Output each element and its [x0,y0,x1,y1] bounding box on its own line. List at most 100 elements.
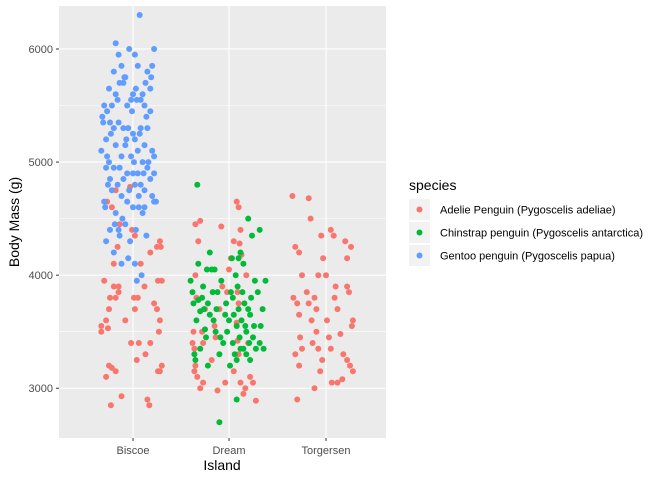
data-point [118,193,125,199]
data-point [136,130,143,137]
data-point [305,195,312,202]
data-point [139,91,146,98]
data-point [106,85,112,92]
data-point [116,221,123,228]
data-point [242,385,249,392]
data-point [212,334,219,341]
data-point [191,345,198,352]
data-point [137,125,144,132]
data-point [233,396,240,403]
data-point [203,266,210,273]
data-point [139,159,146,166]
data-point [128,340,135,346]
data-point [136,12,143,18]
legend-key-point [416,229,423,236]
data-point [131,159,137,166]
data-point [296,311,303,318]
data-point [200,379,207,386]
data-point [299,345,305,352]
data-point [156,317,163,324]
data-point [141,204,148,211]
data-point [141,187,148,194]
data-point [192,362,199,369]
data-point [130,130,136,137]
y-axis-ticks: 3000 4000 5000 6000 [29,44,59,395]
data-point [204,300,211,307]
data-point [103,317,110,324]
data-point [122,142,129,149]
y-tick-label: 6000 [29,44,53,56]
data-point [98,328,105,335]
data-point [299,272,305,279]
data-point [143,232,150,239]
data-point [260,345,267,352]
data-point [328,379,335,386]
data-point [131,306,138,313]
data-point [218,223,225,230]
data-point [344,357,351,363]
data-point [349,368,356,375]
data-point [124,102,131,109]
data-point [131,181,138,188]
data-point [190,328,197,335]
data-point [119,215,126,222]
data-point [103,136,110,143]
data-point [110,68,117,75]
data-point [238,317,245,324]
data-point [232,272,239,279]
data-point [195,238,202,245]
data-point [111,221,118,228]
data-point [209,289,216,296]
data-point [296,362,303,369]
data-point [105,181,111,188]
data-point [206,311,213,318]
data-point [214,289,221,296]
data-point [128,153,135,160]
data-point [220,340,227,346]
data-point [241,300,248,307]
data-point [218,277,225,284]
data-point [346,289,352,296]
data-point [219,283,226,290]
data-point [147,340,154,346]
data-point [139,210,146,216]
y-axis-title: Body Mass (g) [6,177,22,267]
data-point [226,266,232,273]
data-point [112,368,119,375]
data-point [134,147,141,154]
data-point [206,249,213,256]
data-point [303,289,310,296]
data-point [193,317,200,324]
data-point [112,294,119,301]
data-point [114,181,121,188]
data-point [157,243,164,250]
data-point [320,255,327,262]
data-point [114,96,121,103]
data-point [132,85,139,92]
data-point [122,221,129,228]
data-point [229,294,236,301]
data-point [256,340,263,346]
data-point [344,283,351,290]
data-point [125,125,132,132]
data-point [158,277,165,284]
data-point [204,362,211,369]
data-point [126,187,133,194]
legend-key-point [416,252,423,259]
data-point [348,323,355,329]
data-point [124,198,131,205]
data-point [103,164,110,171]
data-point [151,300,158,307]
data-point [114,243,121,250]
data-point [115,51,122,58]
data-point [189,340,196,346]
data-point [247,357,254,363]
data-point [130,204,136,211]
data-point [249,232,255,239]
data-point [192,272,199,279]
data-point [115,289,122,296]
data-point [319,357,326,363]
legend-items: Adelie Penguin (Pygoscelis adeliae) Chins… [409,199,643,266]
data-point [240,345,247,352]
data-point [115,283,122,290]
